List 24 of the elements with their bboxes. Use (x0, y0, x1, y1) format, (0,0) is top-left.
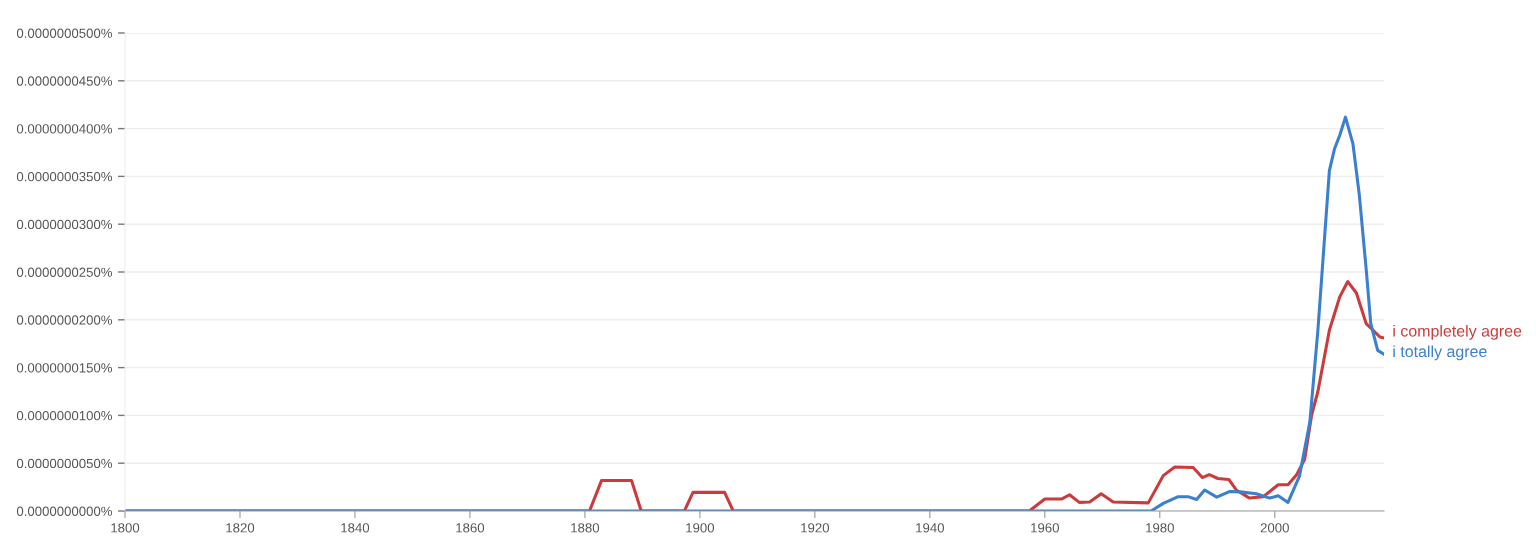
x-tick-label: 2000 (1260, 523, 1289, 533)
y-tick-label: 0.0000000150% (16, 363, 113, 373)
x-tick-label: 1860 (456, 523, 485, 533)
series-label: i completely agree (1393, 324, 1522, 340)
x-tick-label: 1880 (571, 523, 600, 533)
x-tick-label: 1980 (1146, 523, 1174, 533)
x-tick-label: 1840 (341, 523, 370, 533)
x-tick-label: 1820 (226, 523, 255, 533)
y-tick-label: 0.0000000350% (16, 171, 113, 182)
series-label: i totally agree (1393, 345, 1487, 361)
y-tick-label: 0.0000000000% (16, 506, 113, 516)
x-tick-label: 1900 (686, 523, 715, 533)
x-tick-label: 1940 (916, 523, 944, 533)
y-tick-label: 0.0000000250% (16, 267, 113, 277)
y-tick-label: 0.0000000400% (16, 124, 113, 134)
y-tick-label: 0.0000000100% (16, 410, 113, 421)
y-tick-label: 0.0000000050% (16, 458, 113, 469)
y-tick-label: 0.0000000450% (16, 76, 113, 86)
x-tick-label: 1960 (1031, 523, 1059, 533)
y-tick-label: 0.0000000300% (16, 219, 113, 230)
x-tick-label: 1920 (801, 523, 830, 533)
x-tick-label: 1800 (111, 523, 140, 533)
y-tick-label: 0.0000000500% (16, 28, 113, 38)
y-tick-label: 0.0000000200% (16, 315, 113, 325)
